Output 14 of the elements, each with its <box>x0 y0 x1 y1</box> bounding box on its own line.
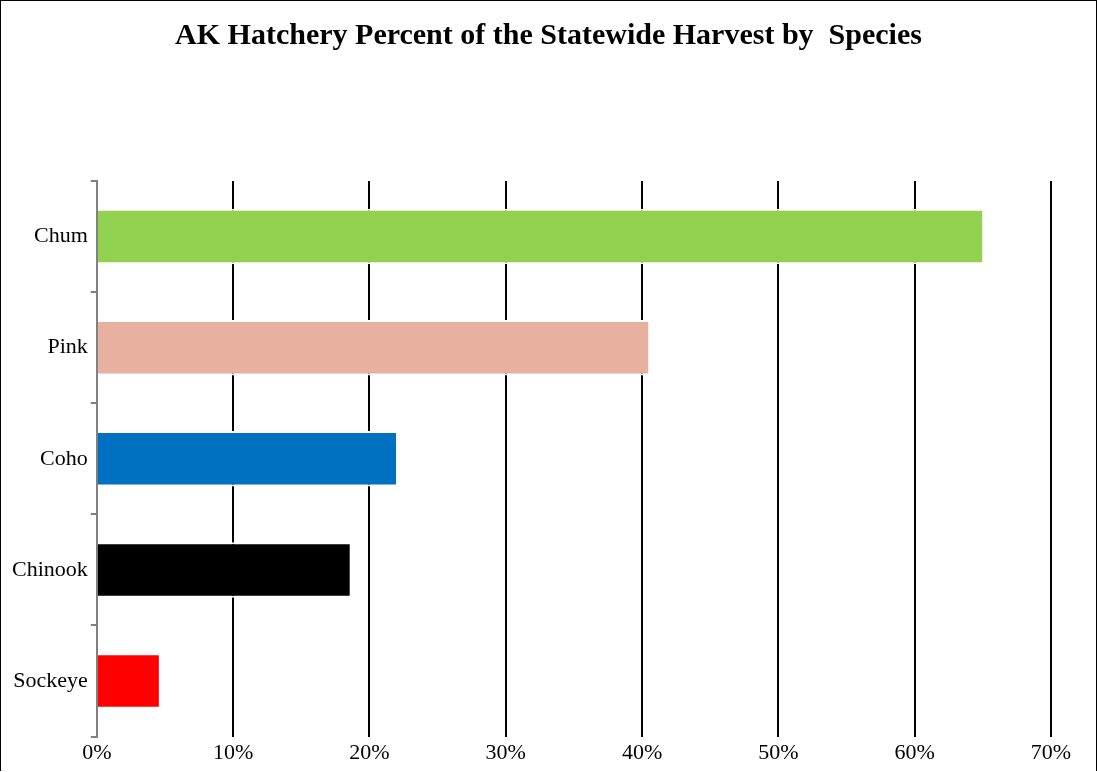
x-tick-label: 0% <box>82 738 112 764</box>
x-tick-label: 10% <box>212 738 254 764</box>
x-tick-label: 30% <box>485 738 526 764</box>
y-tick-label: Chum <box>33 222 88 248</box>
y-tick-label: Coho <box>40 444 88 470</box>
y-tick-label: Chinook <box>11 555 88 581</box>
x-tick-label: 50% <box>758 738 799 764</box>
x-tick-label: 40% <box>621 738 663 764</box>
x-tick-label: 70% <box>1030 738 1072 764</box>
y-tick-label: Pink <box>47 333 88 359</box>
x-tick-label: 20% <box>349 738 390 764</box>
x-tick-label: 60% <box>894 738 935 764</box>
chart-title: AK Hatchery Percent of the Statewide Harvest by Species <box>174 17 923 51</box>
y-tick-label: Sockeye <box>13 666 88 692</box>
